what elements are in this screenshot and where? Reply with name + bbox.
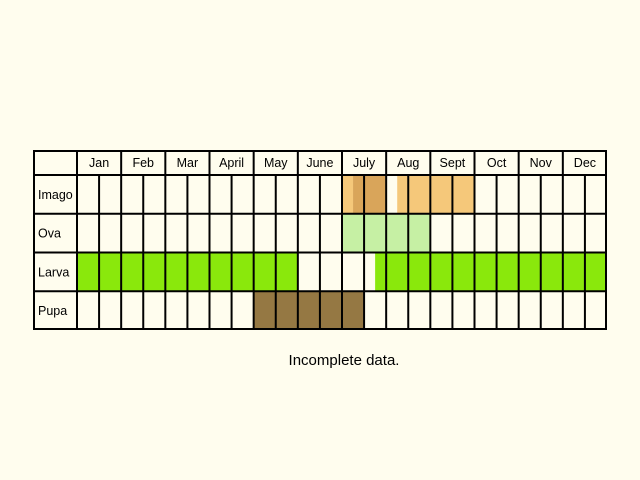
month-label: Sept: [440, 156, 466, 170]
grid-lines: [33, 150, 607, 330]
larva-band-2: [375, 252, 607, 292]
stage-labels: Imago Ova Larva Pupa: [38, 188, 73, 318]
stage-label-ova: Ova: [38, 227, 61, 241]
incomplete-data-note: Incomplete data.: [288, 352, 400, 369]
stage-label-imago: Imago: [38, 188, 73, 202]
month-label: Nov: [530, 156, 553, 170]
month-label: June: [306, 156, 333, 170]
stage-label-larva: Larva: [38, 265, 69, 279]
imago-band-2: [353, 175, 387, 214]
month-labels: Jan Feb Mar April May June July Aug Sept Oct Nov De…: [89, 156, 596, 170]
month-label: Mar: [177, 156, 199, 170]
month-label: May: [264, 156, 288, 170]
life-cycle-calendar: Jan Feb Mar April May June July Aug Sept Oct Nov De…: [33, 150, 607, 330]
month-label: Jan: [89, 156, 109, 170]
month-label: Feb: [132, 156, 154, 170]
month-label: Dec: [574, 156, 596, 170]
stage-label-pupa: Pupa: [38, 304, 67, 318]
month-label: Oct: [487, 156, 507, 170]
month-label: April: [219, 156, 244, 170]
month-label: Aug: [397, 156, 419, 170]
imago-band-1: [342, 175, 354, 214]
imago-band-3: [397, 175, 431, 214]
pupa-band-1: [253, 291, 365, 330]
month-label: July: [353, 156, 376, 170]
